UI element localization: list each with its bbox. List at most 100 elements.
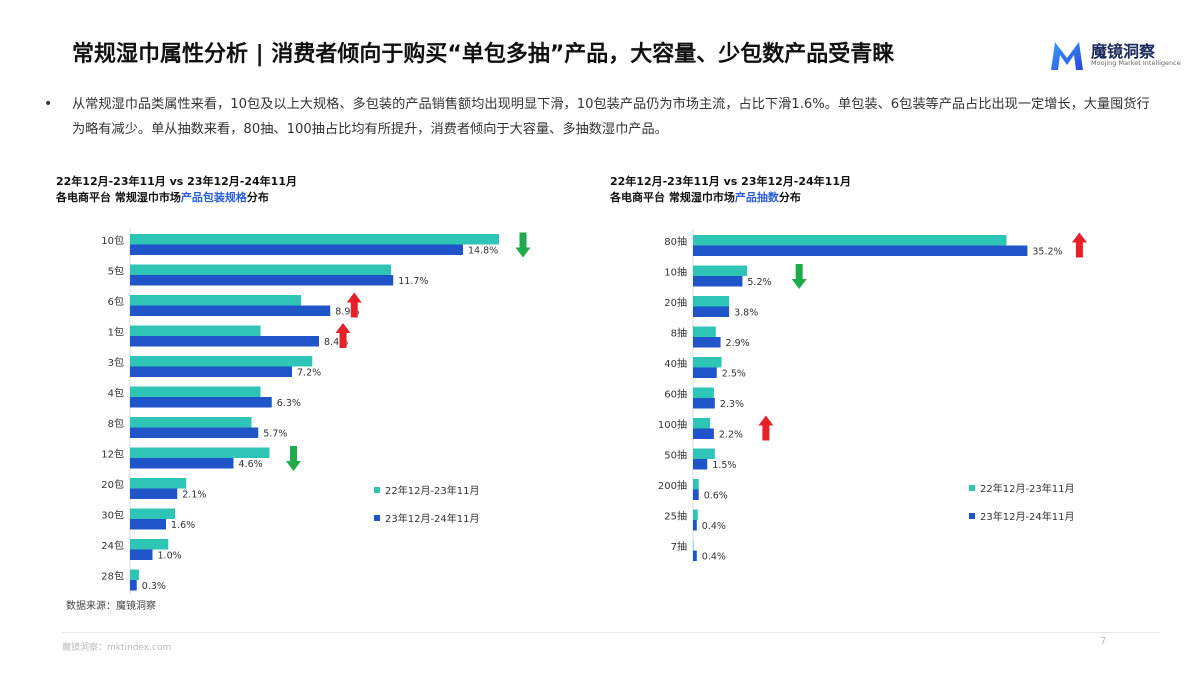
category-tick-label: 10抽: [664, 266, 687, 279]
logo-subtitle: Moojing Market Intelligence: [1091, 59, 1181, 67]
category-tick-label: 8包: [108, 417, 124, 430]
bar-curr-period: [693, 489, 699, 500]
category-tick-label: 200抽: [658, 479, 687, 492]
bar-data-label: 35.2%: [1032, 247, 1062, 258]
bar-data-label: 2.3%: [720, 399, 744, 410]
bar-prev-period: [693, 509, 698, 520]
summary-text: 从常规湿巾品类属性来看，10包及以上大规格、多包装的产品销售额均出现明显下滑，1…: [72, 97, 1150, 137]
bar-curr-period: [693, 520, 697, 531]
bar-prev-period: [693, 387, 714, 398]
bar-prev-period: [693, 540, 694, 551]
bar-curr-period: [130, 427, 259, 438]
footer-divider: [62, 632, 1160, 633]
bar-data-label: 2.1%: [182, 490, 206, 501]
bullet-dot: •: [44, 96, 53, 112]
category-tick-label: 5包: [108, 265, 124, 278]
bar-data-label: 6.3%: [277, 398, 301, 409]
legend-label-curr: 23年12月-24年11月: [980, 510, 1075, 523]
bar-data-label: 14.8%: [468, 246, 498, 257]
bar-prev-period: [130, 447, 270, 458]
bar-data-label: 0.3%: [142, 581, 166, 592]
legend-label-prev: 22年12月-23年11月: [385, 484, 480, 497]
left-chart-period: 22年12月-23年11月 vs 23年12月-24年11月: [56, 175, 297, 188]
moojing-logo-icon: [1051, 42, 1083, 70]
bar-prev-period: [130, 569, 139, 580]
footer-site: 魔镜洞察：mktindex.com: [62, 643, 172, 653]
bar-prev-period: [693, 418, 711, 429]
category-tick-label: 8抽: [671, 327, 687, 340]
bar-data-label: 2.5%: [722, 369, 746, 380]
category-tick-label: 7抽: [671, 540, 687, 553]
up-arrow-icon: [346, 292, 362, 318]
bar-data-label: 4.6%: [239, 459, 263, 470]
bar-curr-period: [130, 458, 234, 469]
bar-data-label: 1.0%: [158, 551, 182, 562]
bar-curr-period: [130, 397, 272, 408]
up-arrow-icon: [335, 323, 351, 348]
bar-prev-period: [693, 448, 715, 459]
category-tick-label: 28包: [101, 570, 124, 583]
category-tick-label: 20抽: [664, 296, 687, 309]
legend-swatch-curr: [374, 515, 380, 521]
category-tick-label: 4包: [108, 387, 124, 400]
bar-curr-period: [130, 488, 178, 499]
legend-swatch-curr: [969, 513, 975, 519]
right-chart-period: 22年12月-23年11月 vs 23年12月-24年11月: [610, 175, 851, 188]
legend-swatch-prev: [374, 487, 380, 493]
legend-label-prev: 22年12月-23年11月: [980, 482, 1075, 495]
bar-prev-period: [130, 325, 261, 336]
legend-swatch-prev: [969, 485, 975, 491]
category-tick-label: 3包: [108, 356, 124, 369]
up-arrow-icon: [758, 415, 774, 441]
category-tick-label: 60抽: [664, 388, 687, 401]
page-title: 常规湿巾属性分析 | 消费者倾向于购买“单包多抽”产品，大容量、少包数产品受青睐: [72, 42, 895, 67]
left-chart-heading: 22年12月-23年11月 vs 23年12月-24年11月 各电商平台 常规湿…: [56, 174, 297, 206]
bar-data-label: 0.6%: [704, 491, 728, 502]
bar-prev-period: [130, 478, 187, 489]
bar-data-label: 2.2%: [719, 430, 743, 441]
bar-curr-period: [693, 337, 721, 348]
bar-prev-period: [693, 235, 1007, 246]
page-number: 7: [1100, 636, 1107, 647]
bar-curr-period: [130, 305, 331, 316]
up-arrow-icon: [1071, 232, 1087, 258]
left-chart-title: 各电商平台 常规湿巾市场产品包装规格分布: [56, 191, 269, 204]
bar-prev-period: [130, 264, 391, 275]
category-tick-label: 12包: [101, 448, 124, 461]
bar-data-label: 0.4%: [702, 552, 726, 563]
bar-curr-period: [693, 459, 708, 470]
down-arrow-icon: [791, 264, 807, 289]
bar-data-label: 1.5%: [712, 460, 736, 471]
category-tick-label: 25抽: [664, 510, 687, 523]
category-tick-label: 24包: [101, 539, 124, 552]
bar-prev-period: [693, 265, 748, 276]
bar-prev-period: [693, 326, 716, 337]
bar-prev-period: [130, 295, 301, 306]
bar-data-label: 3.8%: [734, 308, 758, 319]
bar-curr-period: [693, 550, 697, 561]
logo-name: 魔镜洞察: [1091, 42, 1156, 61]
down-arrow-icon: [286, 446, 301, 471]
bar-data-label: 5.7%: [263, 429, 287, 440]
bar-curr-period: [693, 428, 714, 439]
bar-curr-period: [130, 366, 292, 377]
right-chart-title: 各电商平台 常规湿巾市场产品抽数分布: [610, 191, 801, 204]
bar-curr-period: [693, 306, 730, 317]
brand-logo: 魔镜洞察 Moojing Market Intelligence: [1047, 36, 1181, 76]
bar-data-label: 1.6%: [171, 520, 195, 531]
right-chart-heading: 22年12月-23年11月 vs 23年12月-24年11月 各电商平台 常规湿…: [610, 174, 851, 206]
bar-data-label: 5.2%: [747, 277, 771, 288]
data-source: 数据来源：魔镜洞察: [66, 601, 156, 612]
category-tick-label: 40抽: [664, 357, 687, 370]
bar-prev-period: [693, 357, 722, 368]
bar-curr-period: [693, 398, 715, 409]
bar-prev-period: [130, 386, 261, 397]
bar-curr-period: [130, 519, 166, 530]
category-tick-label: 6包: [108, 295, 124, 308]
bar-data-label: 0.4%: [702, 521, 726, 532]
bar-curr-period: [693, 367, 717, 378]
bar-data-label: 2.9%: [726, 338, 750, 349]
category-tick-label: 20包: [101, 478, 124, 491]
bar-curr-period: [130, 580, 137, 591]
